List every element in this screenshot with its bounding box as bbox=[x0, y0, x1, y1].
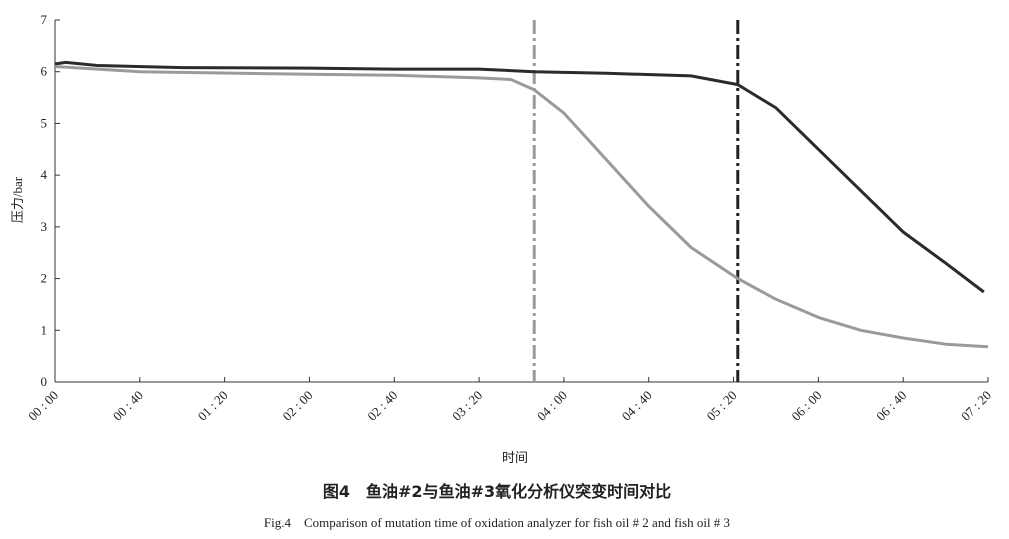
y-axis-label: 压力/bar bbox=[10, 176, 25, 223]
x-tick-label: 03 : 20 bbox=[449, 388, 485, 424]
x-tick-label: 06 : 00 bbox=[788, 388, 824, 424]
x-tick-label: 04 : 00 bbox=[534, 388, 570, 424]
caption-en: Fig.4 Comparison of mutation time of oxi… bbox=[264, 515, 730, 530]
y-tick-label: 2 bbox=[41, 271, 48, 286]
x-tick-label: 04 : 40 bbox=[619, 388, 655, 424]
x-tick-label: 00 : 00 bbox=[25, 388, 61, 424]
y-tick-label: 1 bbox=[41, 322, 48, 337]
x-tick-label: 02 : 40 bbox=[364, 388, 400, 424]
y-tick-label: 5 bbox=[41, 115, 48, 130]
y-tick-label: 0 bbox=[41, 374, 48, 389]
y-tick-label: 7 bbox=[41, 12, 48, 27]
x-axis-label: 时间 bbox=[502, 450, 528, 465]
data-line bbox=[54, 60, 985, 294]
y-tick-label: 6 bbox=[41, 64, 48, 79]
x-tick-label: 05 : 20 bbox=[704, 388, 740, 424]
y-tick-label: 3 bbox=[41, 219, 48, 234]
y-tick-label: 4 bbox=[41, 167, 48, 182]
x-tick-label: 02 : 00 bbox=[279, 388, 315, 424]
x-tick-label: 00 : 40 bbox=[110, 388, 146, 424]
x-tick-label: 07 : 20 bbox=[958, 388, 994, 424]
x-tick-label: 06 : 40 bbox=[873, 388, 909, 424]
x-tick-label: 01 : 20 bbox=[195, 388, 231, 424]
data-line bbox=[54, 65, 989, 349]
caption: 图4 鱼油#2与鱼油#3氧化分析仪突变时间对比 bbox=[323, 482, 671, 501]
